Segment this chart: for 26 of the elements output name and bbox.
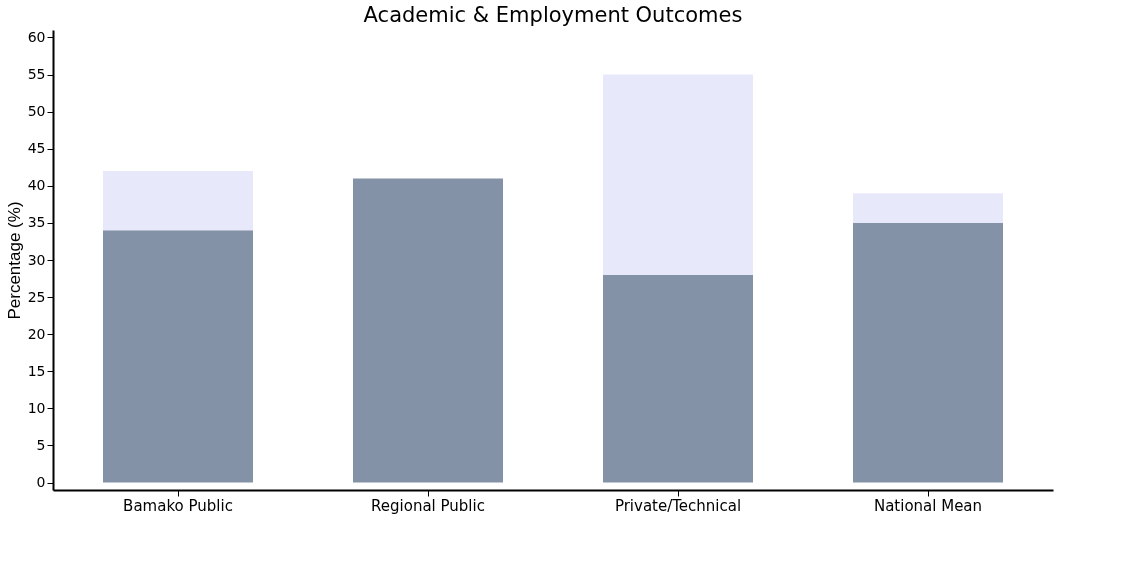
bar [353,178,503,483]
y-tick-label: 0 [36,474,46,491]
y-tick-label: 40 [27,177,46,194]
bar [103,170,253,231]
bar [603,74,753,275]
y-tick-label: 55 [27,66,46,83]
y-axis-title: Percentage (%) [4,201,24,320]
bar [103,230,253,483]
x-tick-label: Private/Technical [614,496,742,515]
y-tick-label: 5 [36,436,46,453]
y-tick-label: 60 [27,28,46,45]
bar [603,274,753,483]
y-tick-label: 45 [27,140,46,157]
y-tick-label: 25 [27,288,46,305]
y-tick-label: 10 [27,399,46,416]
x-tick-label: National Mean [873,496,983,515]
chart-title: Academic & Employment Outcomes [363,3,743,27]
y-tick-label: 35 [27,214,46,231]
bar [853,222,1003,483]
x-tick-label: Regional Public [371,496,485,515]
y-tick-label: 15 [27,362,46,379]
y-tick-label: 30 [27,251,46,268]
x-tick-label: Bamako Public [123,496,233,515]
y-tick-label: 50 [27,103,46,120]
bar [853,193,1003,223]
y-tick-label: 20 [27,325,46,342]
